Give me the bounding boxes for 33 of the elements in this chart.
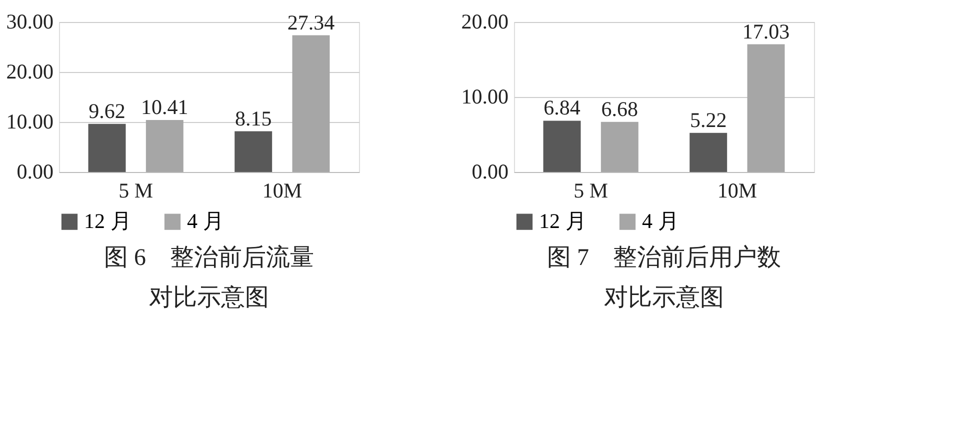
text: 图 6 整治前后流量对比示意图	[104, 244, 314, 311]
y-tick-label: 0.00	[16, 160, 54, 184]
data-label: 6.68	[601, 96, 638, 121]
legend-label: 12 月	[539, 208, 586, 233]
bar	[747, 44, 785, 172]
bar	[146, 120, 184, 172]
data-label: 10.41	[141, 94, 188, 119]
y-tick-label: 0.00	[472, 160, 508, 184]
data-label: 8.15	[234, 106, 272, 130]
x-tick-label: 5 M	[118, 178, 154, 202]
x-tick-label: 10M	[717, 178, 758, 202]
bar	[690, 132, 728, 172]
bar	[234, 131, 272, 172]
data-label: 9.62	[88, 98, 126, 123]
bar	[88, 124, 126, 172]
y-tick-label: 20.00	[461, 10, 508, 34]
legend-label: 4 月	[642, 208, 679, 233]
bar	[292, 35, 330, 172]
data-label: 27.34	[287, 10, 336, 34]
data-label: 6.84	[544, 96, 581, 120]
x-tick-label: 10M	[262, 178, 302, 202]
x-tick-label: 5 M	[574, 178, 608, 202]
bar	[600, 122, 638, 172]
text: 图 7 整治前后用户数对比示意图	[547, 244, 781, 311]
data-label: 5.22	[690, 108, 727, 132]
y-tick-label: 10.00	[461, 84, 508, 108]
data-label: 17.03	[742, 19, 790, 44]
y-tick-label: 30.00	[6, 10, 54, 34]
legend-label: 4 月	[187, 208, 224, 233]
y-tick-label: 10.00	[6, 110, 54, 134]
legend-label: 12 月	[84, 208, 132, 233]
y-tick-label: 20.00	[6, 60, 54, 84]
bar	[543, 120, 581, 172]
